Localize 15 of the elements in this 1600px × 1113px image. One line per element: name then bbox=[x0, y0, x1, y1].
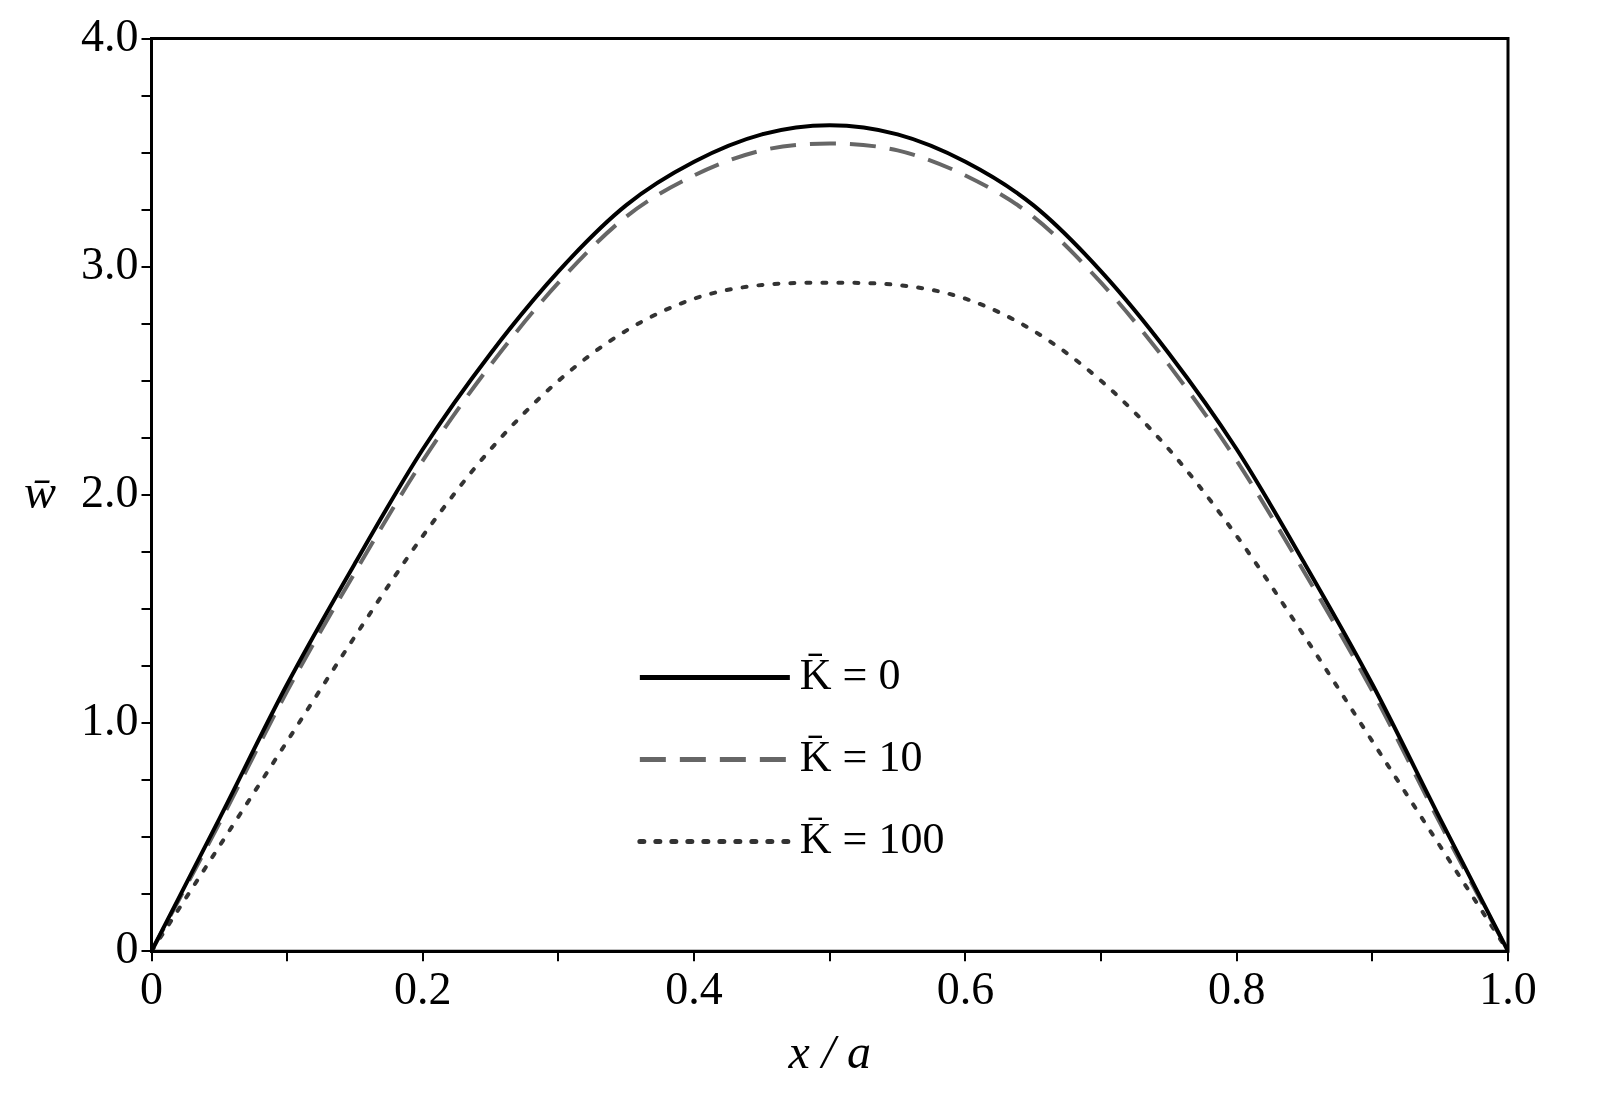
legend-label: K̄ = 10 bbox=[799, 731, 923, 781]
y-tick-label: 4.0 bbox=[81, 9, 139, 61]
x-tick-label: 0.4 bbox=[665, 962, 723, 1014]
x-tick-label: 0.2 bbox=[394, 962, 452, 1014]
x-tick-label: 1.0 bbox=[1479, 962, 1537, 1014]
x-axis-title: x / a bbox=[787, 1024, 872, 1078]
legend-label: K̄ = 100 bbox=[799, 813, 945, 863]
y-tick-label: 0 bbox=[115, 922, 139, 974]
x-tick-label: 0.8 bbox=[1207, 962, 1266, 1014]
x-tick-label: 0.6 bbox=[936, 962, 995, 1014]
y-tick-label: 1.0 bbox=[81, 694, 139, 746]
y-axis-title: w̄ bbox=[23, 464, 57, 518]
legend-label: K̄ = 0 bbox=[799, 649, 901, 699]
y-tick-label: 2.0 bbox=[81, 465, 139, 517]
y-tick-label: 3.0 bbox=[81, 237, 139, 289]
